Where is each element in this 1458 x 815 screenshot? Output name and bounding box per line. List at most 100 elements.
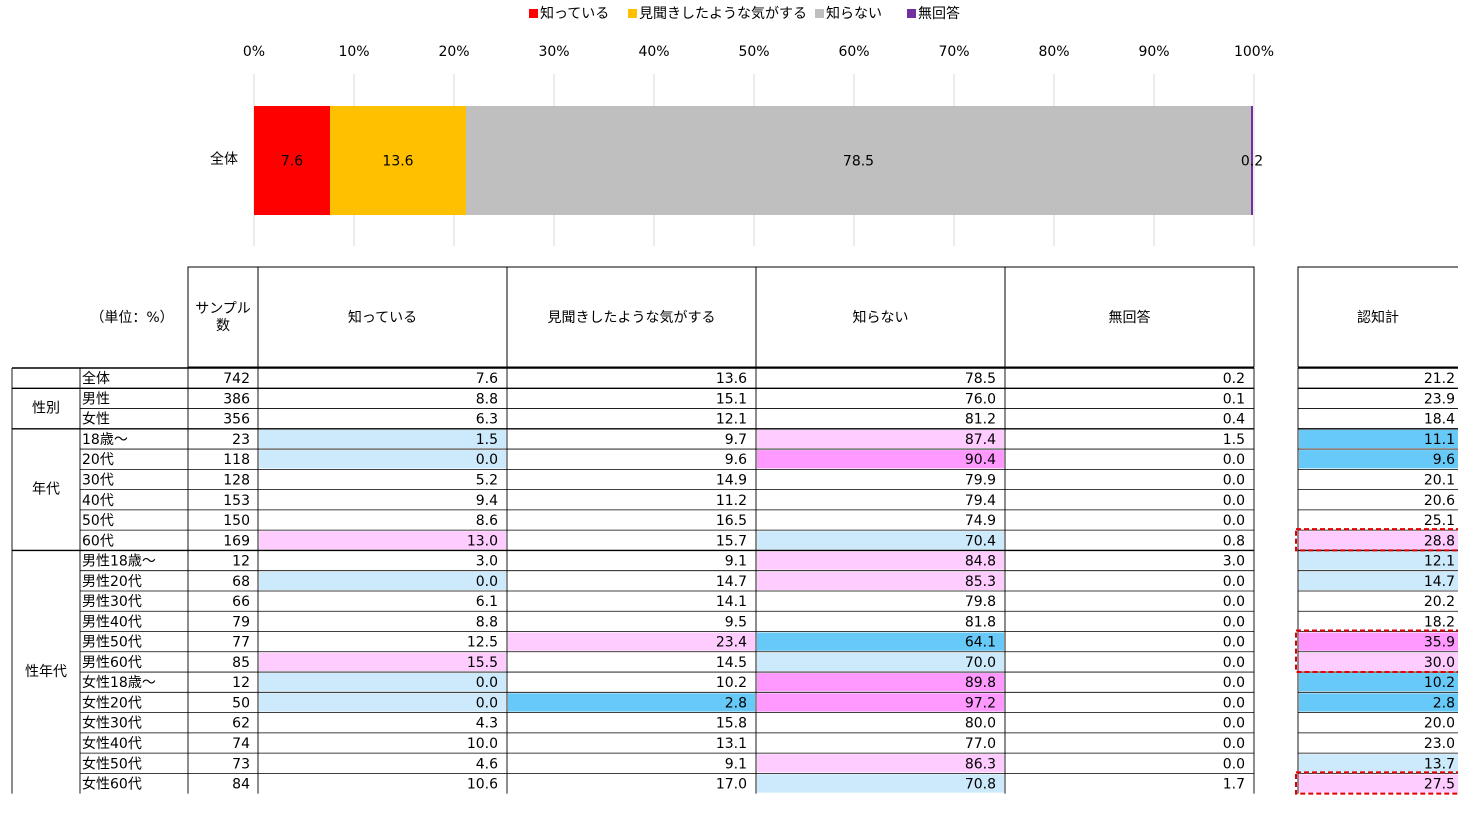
cell-value: 4.6 — [476, 756, 498, 772]
cell-value: 28.8 — [1424, 533, 1455, 549]
cell-value: 0.0 — [1223, 736, 1245, 752]
cell-value: 0.1 — [1223, 391, 1245, 407]
cell-value: 3.0 — [476, 554, 498, 570]
cell-value: 128 — [223, 472, 250, 488]
cell-value: 742 — [223, 371, 250, 387]
row-label: 女性18歳～ — [82, 674, 156, 691]
cell-highlight — [259, 571, 506, 590]
cell-value: 12.1 — [1424, 554, 1455, 570]
highlight-frame — [1295, 629, 1458, 674]
cell-value: 64.1 — [965, 635, 996, 651]
cell-value: 23.4 — [716, 635, 747, 651]
row-label: 女性60代 — [82, 776, 142, 793]
cell-value: 89.8 — [965, 675, 996, 691]
cell-value: 80.0 — [965, 716, 996, 732]
cell-highlight — [259, 693, 506, 712]
cell-value: 11.1 — [1424, 432, 1455, 448]
category-label: 全体 — [210, 151, 238, 168]
cell-highlight — [259, 531, 506, 550]
row-label: 女性40代 — [82, 735, 142, 752]
cell-highlight — [757, 571, 1004, 590]
cell-highlight — [1299, 531, 1458, 550]
row-label: 男性60代 — [82, 655, 142, 671]
row-label: 18歳～ — [82, 432, 128, 448]
bar-segment — [466, 106, 1251, 215]
cell-value: 11.2 — [716, 493, 747, 509]
cell-value: 70.8 — [965, 777, 996, 793]
cell-value: 5.2 — [476, 472, 498, 488]
cell-value: 13.1 — [716, 736, 747, 752]
cell-value: 30.0 — [1424, 655, 1455, 671]
cell-value: 7.6 — [476, 371, 498, 387]
header-label: 知っている — [348, 309, 417, 326]
cell-highlight — [1299, 673, 1458, 692]
cell-highlight — [1299, 450, 1458, 469]
header-box — [187, 266, 1255, 368]
cell-value: 70.4 — [965, 533, 996, 549]
cell-value: 66 — [232, 594, 250, 610]
cell-value: 12.5 — [467, 635, 498, 651]
group-label: 性年代 — [25, 664, 67, 680]
x-tick-label: 0% — [243, 44, 265, 60]
cell-highlight — [1299, 632, 1458, 651]
cell-value: 20.6 — [1424, 493, 1455, 509]
row-label: 全体 — [82, 370, 110, 387]
cell-value: 0.0 — [1223, 493, 1245, 509]
value-label: 78.5 — [843, 154, 874, 170]
legend-swatch — [907, 9, 916, 18]
cell-value: 18.2 — [1424, 614, 1455, 630]
row-label: 女性30代 — [82, 715, 142, 732]
cell-highlight — [757, 429, 1004, 449]
cell-value: 14.9 — [716, 472, 747, 488]
x-tick-label: 100% — [1234, 44, 1274, 60]
cell-value: 85 — [232, 655, 250, 671]
cell-value: 12 — [232, 554, 250, 570]
cell-value: 15.5 — [467, 655, 498, 671]
unit-label: （単位：%） — [90, 310, 173, 326]
cell-value: 15.8 — [716, 716, 747, 732]
cell-highlight — [1299, 774, 1458, 793]
row-label: 女性50代 — [82, 755, 142, 772]
cell-value: 0.0 — [1223, 716, 1245, 732]
cell-value: 0.0 — [476, 574, 498, 590]
row-label: 男性30代 — [82, 594, 142, 610]
cell-value: 90.4 — [965, 452, 996, 468]
cell-value: 74 — [232, 736, 250, 752]
cell-value: 153 — [223, 493, 250, 509]
cell-highlight — [259, 429, 506, 449]
cell-value: 50 — [232, 695, 250, 711]
cell-value: 8.8 — [476, 391, 498, 407]
group-label: 年代 — [32, 482, 60, 498]
cell-value: 81.8 — [965, 614, 996, 630]
value-label: 13.6 — [382, 154, 413, 170]
cell-value: 0.0 — [1223, 574, 1245, 590]
x-tick-label: 40% — [638, 44, 669, 60]
cell-highlight — [757, 450, 1004, 469]
cell-value: 17.0 — [716, 777, 747, 793]
cell-value: 0.0 — [476, 452, 498, 468]
cell-value: 14.5 — [716, 655, 747, 671]
cell-value: 73 — [232, 756, 250, 772]
x-tick-label: 50% — [738, 44, 769, 60]
cell-value: 25.1 — [1424, 513, 1455, 529]
cell-value: 18.4 — [1424, 412, 1455, 428]
legend-label: 知らない — [826, 5, 882, 22]
cell-value: 77.0 — [965, 736, 996, 752]
bar-segment — [1251, 106, 1253, 215]
cell-value: 2.8 — [1433, 695, 1455, 711]
bar-segment — [254, 106, 330, 215]
row-label: 20代 — [82, 452, 114, 468]
cell-highlight — [757, 754, 1004, 773]
cell-value: 0.0 — [1223, 655, 1245, 671]
highlight-frame — [1295, 771, 1458, 795]
cell-value: 6.1 — [476, 594, 498, 610]
cell-value: 77 — [232, 635, 250, 651]
value-label: 0.2 — [1241, 154, 1263, 170]
cell-value: 10.0 — [467, 736, 498, 752]
cell-value: 0.0 — [1223, 675, 1245, 691]
cell-value: 0.0 — [1223, 472, 1245, 488]
cell-value: 10.2 — [716, 675, 747, 691]
cell-value: 0.8 — [1223, 533, 1245, 549]
